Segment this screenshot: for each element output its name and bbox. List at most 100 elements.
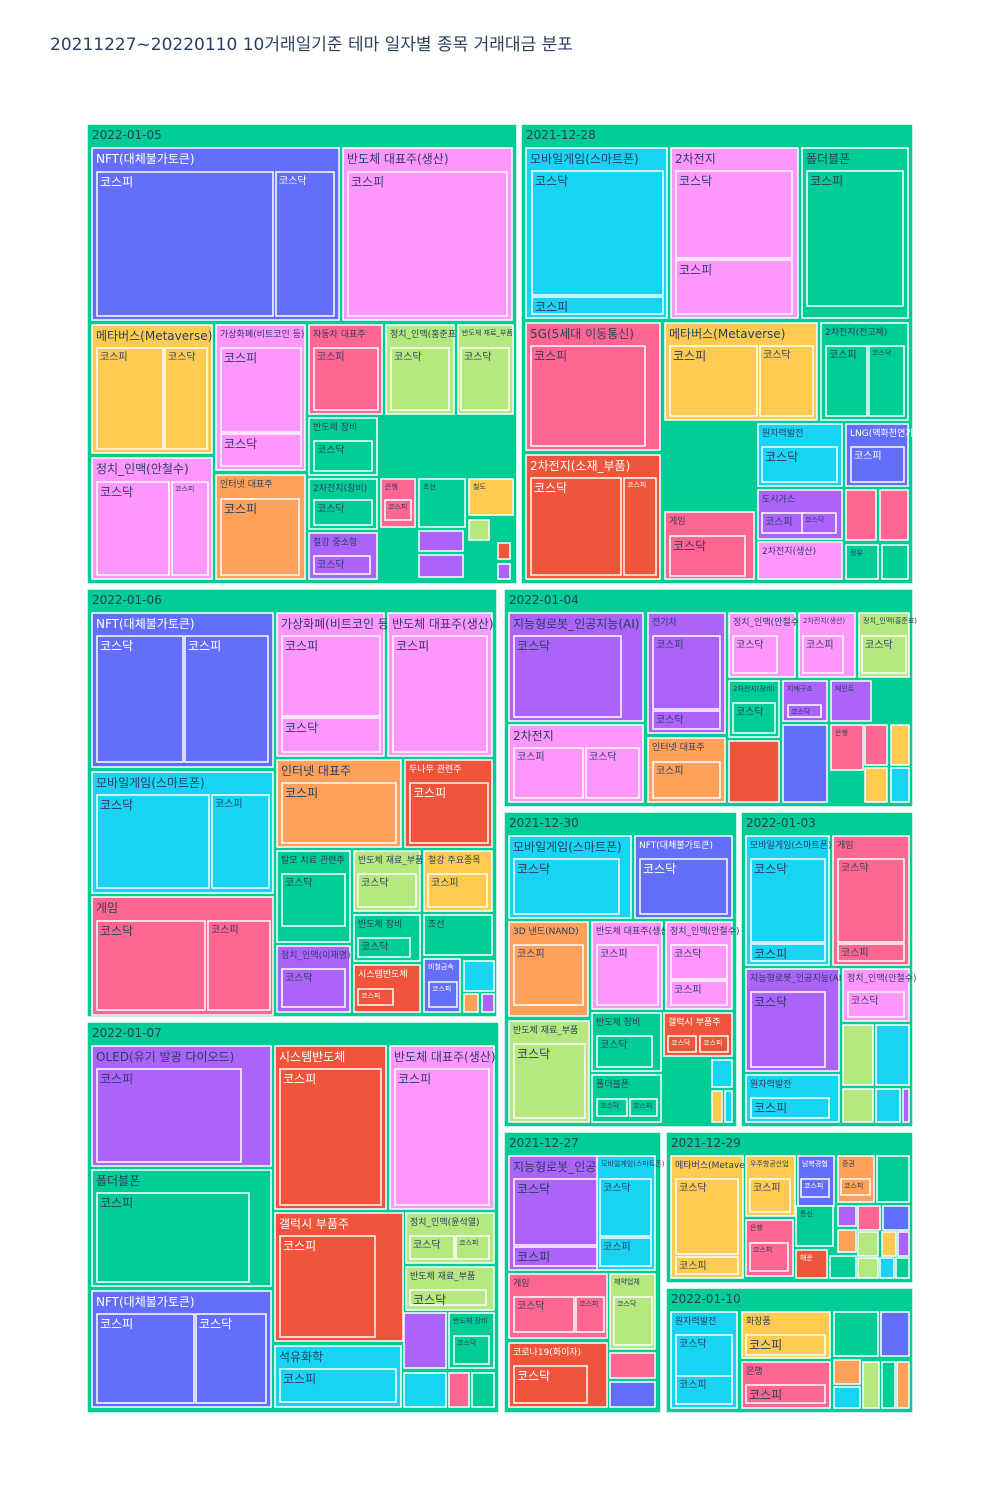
market-block — [211, 794, 270, 889]
theme-label: 정치_인맥(홍준표) — [390, 328, 459, 340]
theme-label: 철강 주요종목 — [428, 855, 481, 866]
market-label: 코스닥 — [413, 1239, 441, 1251]
market-block — [530, 477, 622, 576]
small-theme-block — [862, 1361, 880, 1409]
theme-label: 비철금속 — [428, 962, 454, 971]
market-block — [585, 747, 640, 799]
market-block — [279, 1235, 376, 1338]
theme-label: 가상화폐(비트코인 등) — [281, 617, 394, 631]
theme-label: 갤럭시 부품주 — [668, 1016, 721, 1028]
market-label: 코스피 — [854, 450, 882, 462]
market-block — [357, 988, 394, 1006]
market-block — [675, 1256, 739, 1275]
market-block — [96, 920, 206, 1011]
market-block — [207, 920, 271, 1011]
market-block — [313, 440, 373, 472]
market-block — [427, 873, 488, 908]
market-block — [675, 259, 793, 315]
theme-label: 시스템반도체 — [358, 968, 408, 980]
market-block — [850, 446, 905, 483]
market-label: 코스피 — [753, 1245, 772, 1254]
market-block — [675, 1375, 733, 1405]
theme-label: 석유화학 — [279, 1350, 323, 1364]
date-label: 2021-12-28 — [526, 128, 596, 142]
market-label: 코스피 — [679, 1379, 707, 1391]
market-label: 코스닥 — [457, 1338, 477, 1347]
market-block — [675, 170, 793, 259]
theme-label: 반도체 재료_부품 — [358, 855, 423, 866]
theme-label: 원자력발전 — [750, 1078, 791, 1090]
market-block — [275, 171, 335, 317]
theme-label: 2차전지(장비) — [733, 684, 775, 693]
date-label: 2022-01-07 — [92, 1026, 162, 1040]
market-block — [652, 635, 721, 710]
market-block — [787, 704, 822, 718]
theme-label: 해운 — [800, 1253, 813, 1262]
theme-label: 화장품 — [746, 1316, 771, 1327]
small-theme-block — [609, 1352, 656, 1379]
theme-label: 메타버스(Metaverse) — [675, 1160, 762, 1171]
theme-label: 인터넷 대표주 — [220, 479, 273, 490]
market-block — [171, 481, 209, 576]
theme-label: 은행 — [835, 728, 848, 737]
small-theme-block — [882, 1205, 910, 1231]
small-theme-block — [876, 1155, 910, 1203]
market-block — [313, 347, 379, 411]
theme-label: NFT(대체불가토큰) — [96, 152, 195, 166]
small-theme-block — [481, 993, 495, 1013]
market-label: 코스피 — [841, 947, 869, 959]
market-block — [840, 1178, 871, 1196]
small-theme-block — [609, 1381, 656, 1408]
market-block — [801, 512, 837, 534]
theme-label: 폴더블폰 — [96, 1174, 140, 1188]
market-block — [575, 1296, 605, 1333]
market-label: 코스닥 — [279, 175, 307, 187]
market-label: 코스닥 — [317, 444, 345, 456]
theme-label: 정치_인맥(이재명) — [281, 949, 350, 961]
market-block — [313, 555, 371, 575]
date-label: 2021-12-29 — [671, 1136, 741, 1150]
market-label: 코스피 — [432, 984, 451, 993]
market-block — [639, 858, 728, 915]
market-label: 코스닥 — [736, 639, 764, 651]
market-label: 코스피 — [534, 349, 567, 363]
theme-block — [845, 544, 879, 580]
theme-label: 게임 — [837, 839, 854, 851]
date-label: 2022-01-06 — [92, 593, 162, 607]
market-label: 코스닥 — [872, 348, 892, 357]
market-label: 코스피 — [765, 516, 793, 528]
market-label: 코스닥 — [643, 862, 676, 876]
market-label: 코스피 — [749, 1388, 782, 1402]
theme-label: 정유 — [850, 548, 863, 557]
small-theme-block — [880, 1311, 910, 1357]
market-label: 코스피 — [603, 1241, 631, 1253]
market-label: 코스피 — [283, 1239, 316, 1253]
market-block — [195, 1313, 267, 1404]
market-label: 코스닥 — [679, 1338, 707, 1350]
market-label: 코스피 — [215, 798, 243, 810]
theme-label: 게임 — [96, 901, 118, 915]
market-label: 코스피 — [535, 300, 568, 314]
market-label: 코스닥 — [100, 798, 133, 812]
market-block — [428, 981, 458, 1008]
theme-label: 반도체 대표주(생산) — [394, 1050, 496, 1064]
theme-label: 가상화폐(비트코인 등) — [220, 328, 304, 340]
market-label: 코스피 — [188, 639, 221, 653]
market-block — [732, 702, 776, 734]
market-label: 코스피 — [673, 349, 706, 363]
market-label: 코스닥 — [517, 1047, 550, 1061]
market-block — [347, 171, 508, 317]
theme-label: 인터넷 대표주 — [281, 764, 351, 778]
market-block — [513, 1296, 575, 1333]
theme-label: 시스템반도체 — [279, 1050, 345, 1064]
market-block — [455, 1235, 490, 1260]
market-block — [652, 761, 721, 799]
market-block — [184, 635, 269, 763]
market-block — [596, 944, 659, 1006]
market-label: 코스닥 — [317, 559, 345, 571]
theme-label: 갤럭시 부품주 — [279, 1217, 349, 1231]
date-label: 2022-01-10 — [671, 1292, 741, 1306]
small-theme-block — [896, 1361, 910, 1409]
market-label: 코스닥 — [841, 862, 869, 874]
small-theme-block — [829, 1255, 857, 1279]
